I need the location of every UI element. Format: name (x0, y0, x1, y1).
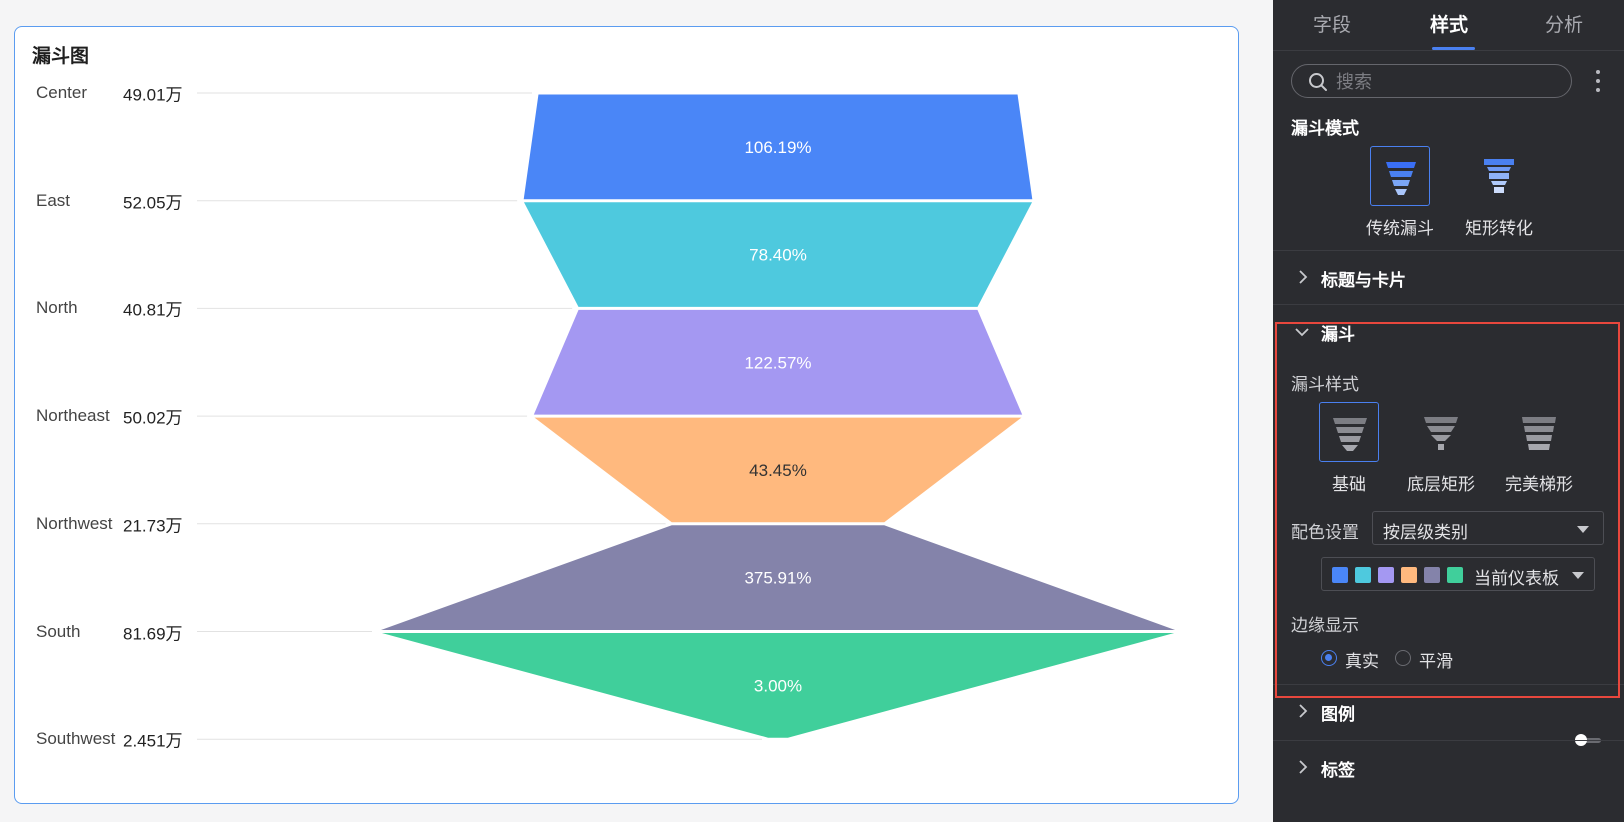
search-row (1291, 64, 1611, 100)
more-options-icon[interactable] (1588, 66, 1608, 96)
funnel-segment-south[interactable] (377, 632, 1179, 739)
basic-funnel-icon (1333, 418, 1367, 451)
color-mode-select[interactable]: 按层级类别 (1372, 511, 1604, 545)
palette-select[interactable]: 当前仪表板 (1321, 557, 1595, 591)
funnel-section-toggle[interactable]: 漏斗 (1273, 306, 1624, 358)
value-label: 40.81万 (123, 300, 183, 320)
search-box (1291, 64, 1572, 98)
style-bottom-rect-button[interactable] (1411, 402, 1471, 462)
style-perfect-trapezoid-button[interactable] (1509, 402, 1569, 462)
style-bottom-rect-caption: 底层矩形 (1407, 475, 1475, 495)
label-section-toggle[interactable]: 标签 (1273, 742, 1624, 794)
conversion-rate-label: 375.91% (744, 569, 811, 588)
funnel-section-title: 漏斗 (1321, 325, 1355, 345)
funnel-segment-north[interactable] (532, 308, 1024, 416)
edge-smooth-label[interactable]: 平滑 (1419, 652, 1453, 672)
value-label: 49.01万 (123, 85, 183, 105)
funnel-segment-northwest[interactable] (377, 524, 1179, 631)
palette-swatch (1332, 567, 1348, 583)
category-label: North (36, 298, 78, 318)
conversion-rate-label: 78.40% (749, 246, 807, 265)
color-setting-label: 配色设置 (1291, 523, 1359, 543)
mode-rect-caption: 矩形转化 (1465, 219, 1533, 239)
style-basic-button[interactable] (1319, 402, 1379, 462)
conversion-rate-label: 122.57% (744, 353, 811, 372)
value-label: 81.69万 (123, 624, 183, 643)
caret-down-icon (1572, 572, 1584, 579)
active-tab-indicator (1432, 47, 1475, 50)
tab-style[interactable]: 样式 (1430, 14, 1469, 36)
funnel-chart: 106.19% 78.40% 122.57% 43.45% 375.91% 3.00% (197, 92, 1179, 740)
palette-name: 当前仪表板 (1474, 569, 1559, 589)
edge-real-radio[interactable] (1321, 650, 1337, 666)
style-perfect-trapezoid-caption: 完美梯形 (1505, 475, 1573, 495)
mode-traditional-caption: 传统漏斗 (1366, 219, 1434, 239)
tab-analysis[interactable]: 分析 (1545, 14, 1584, 36)
conversion-rate-label: 3.00% (754, 676, 802, 695)
funnel-mode-title: 漏斗模式 (1291, 119, 1359, 139)
legend-section-toggle[interactable]: 图例 (1273, 686, 1624, 738)
palette-swatch (1424, 567, 1440, 583)
category-label: Southwest (36, 729, 116, 749)
value-label: 2.451万 (123, 731, 183, 751)
palette-swatch (1378, 567, 1394, 583)
divider (1273, 740, 1624, 741)
divider (1273, 684, 1624, 685)
palette-swatch (1355, 567, 1371, 583)
chart-card: 漏斗图 Center 49.01万 East 52.05万 North 40.81万 Nor… (14, 26, 1239, 804)
panel-tabs: 字段 样式 分析 (1273, 0, 1624, 51)
divider (1273, 304, 1624, 305)
mode-traditional-funnel-button[interactable] (1370, 146, 1430, 206)
style-panel: 字段 样式 分析 漏斗模式 (1273, 0, 1624, 822)
label-section-title: 标签 (1321, 761, 1355, 781)
perfect-trapezoid-icon (1522, 417, 1556, 450)
category-label: Northeast (36, 406, 110, 426)
funnel-segment-east[interactable] (522, 201, 1034, 308)
chart-title: 漏斗图 (32, 45, 90, 67)
edge-display-label: 边缘显示 (1291, 616, 1359, 636)
palette-swatch (1447, 567, 1463, 583)
color-mode-value: 按层级类别 (1383, 523, 1468, 543)
bottom-rect-funnel-icon (1424, 417, 1458, 450)
mode-rect-conversion-button[interactable] (1469, 146, 1529, 206)
legend-section-title: 图例 (1321, 705, 1355, 725)
category-label: South (36, 621, 81, 641)
category-label: Center (36, 83, 88, 102)
divider (1273, 250, 1624, 251)
tab-fields[interactable]: 字段 (1313, 14, 1352, 36)
value-label: 50.02万 (123, 408, 183, 428)
conversion-rate-label: 106.19% (744, 138, 811, 157)
value-label: 21.73万 (123, 516, 183, 536)
style-basic-caption: 基础 (1332, 475, 1366, 495)
edge-smooth-radio[interactable] (1395, 650, 1411, 666)
category-label: East (36, 190, 71, 210)
search-input[interactable] (1334, 69, 1558, 95)
palette-swatch (1401, 567, 1417, 583)
funnel-segment-northeast[interactable] (531, 416, 1025, 524)
value-label: 52.05万 (123, 193, 183, 213)
funnel-segment-center[interactable] (522, 93, 1034, 201)
category-label: Northwest (36, 513, 113, 533)
funnel-style-label: 漏斗样式 (1291, 375, 1359, 395)
conversion-rate-label: 43.45% (749, 461, 807, 480)
title-card-section-toggle[interactable]: 标题与卡片 (1273, 252, 1624, 304)
edge-real-label[interactable]: 真实 (1345, 652, 1379, 672)
traditional-funnel-icon (1386, 162, 1416, 195)
chevron-right-icon (1299, 704, 1308, 718)
chevron-down-icon (1295, 328, 1309, 337)
caret-down-icon (1577, 526, 1589, 533)
chevron-right-icon (1299, 760, 1308, 774)
chevron-right-icon (1299, 270, 1308, 284)
title-card-section-title: 标题与卡片 (1321, 271, 1406, 291)
search-icon (1309, 73, 1327, 91)
rect-conversion-icon (1484, 159, 1514, 193)
